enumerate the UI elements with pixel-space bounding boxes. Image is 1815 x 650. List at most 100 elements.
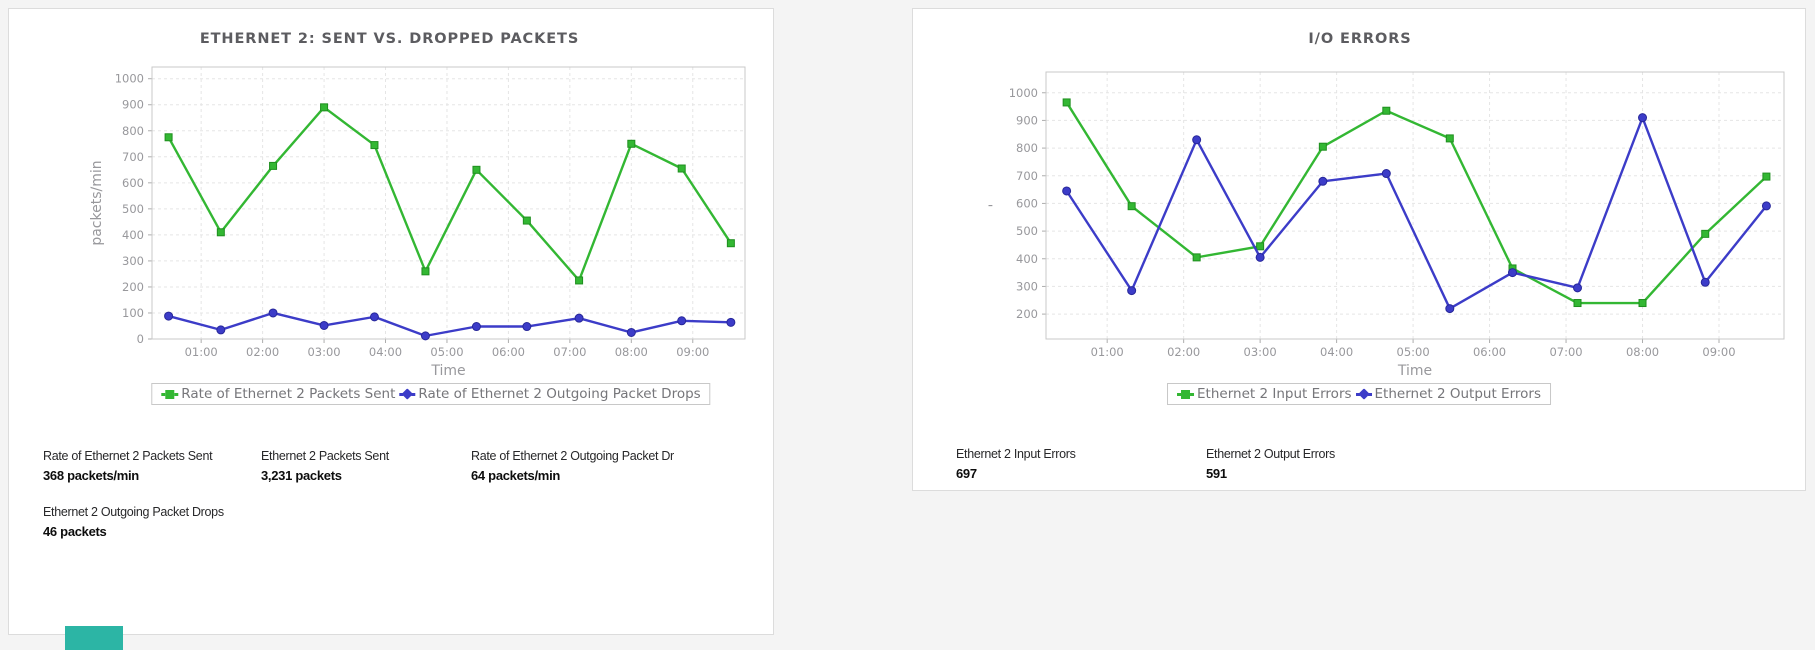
data-point-marker[interactable] (269, 161, 278, 170)
legend-label: Rate of Ethernet 2 Packets Sent (181, 386, 396, 402)
x-tick-label: 01:00 (185, 345, 218, 359)
data-point-marker[interactable] (1638, 113, 1648, 123)
y-tick-label: 700 (122, 150, 144, 164)
data-point-marker[interactable] (216, 325, 226, 335)
data-point-marker[interactable] (1318, 176, 1328, 186)
data-point-marker[interactable] (677, 164, 686, 173)
legend-item-output-errors[interactable]: Ethernet 2 Output Errors (1355, 386, 1541, 402)
data-point-marker[interactable] (1256, 242, 1265, 251)
data-point-marker[interactable] (1127, 202, 1136, 211)
stat-packets-sent: Ethernet 2 Packets Sent 3,231 packets (261, 447, 389, 487)
y-tick-label: 800 (122, 124, 144, 138)
data-point-marker[interactable] (1701, 229, 1710, 238)
legend-label: Ethernet 2 Output Errors (1374, 386, 1541, 402)
stat-value: 46 packets (43, 524, 107, 540)
x-tick-label: 06:00 (1473, 345, 1506, 359)
y-tick-label: 200 (1016, 307, 1038, 321)
data-point-marker[interactable] (370, 141, 379, 150)
series-line-1 (167, 311, 733, 338)
data-point-marker[interactable] (216, 228, 225, 237)
data-point-marker[interactable] (726, 239, 735, 248)
data-point-marker[interactable] (1382, 106, 1391, 115)
x-tick-label: 03:00 (1244, 345, 1277, 359)
data-point-marker[interactable] (575, 276, 584, 285)
legend-item-packets-sent[interactable]: Rate of Ethernet 2 Packets Sent (161, 386, 395, 402)
y-tick-label: 500 (1016, 224, 1038, 238)
data-point-marker[interactable] (369, 312, 379, 322)
chart-legend: Ethernet 2 Input Errors Ethernet 2 Outpu… (1167, 383, 1551, 405)
data-point-marker[interactable] (472, 165, 481, 174)
x-tick-label: 07:00 (1549, 345, 1582, 359)
chart-title: I/O ERRORS (1308, 31, 1412, 47)
x-tick-label: 02:00 (246, 345, 279, 359)
data-point-marker[interactable] (1318, 142, 1327, 151)
data-point-marker[interactable] (1761, 201, 1771, 211)
data-point-marker[interactable] (1062, 186, 1072, 196)
data-point-marker[interactable] (522, 322, 532, 332)
y-tick-label: 700 (1016, 169, 1038, 183)
x-tick-label: 09:00 (676, 345, 709, 359)
data-point-marker[interactable] (421, 267, 430, 276)
y-tick-label: 600 (1016, 196, 1038, 210)
data-point-marker[interactable] (1573, 283, 1583, 293)
data-point-marker[interactable] (1573, 299, 1582, 308)
data-point-marker[interactable] (574, 313, 584, 323)
data-point-marker[interactable] (1381, 169, 1391, 179)
data-point-marker[interactable] (1508, 268, 1518, 278)
data-point-marker[interactable] (1062, 98, 1071, 107)
data-point-marker[interactable] (164, 133, 173, 142)
stat-rate-packet-drops: Rate of Ethernet 2 Outgoing Packet Dr 64… (471, 447, 674, 487)
data-point-marker[interactable] (1192, 135, 1202, 145)
data-point-marker[interactable] (320, 103, 329, 112)
x-tick-label: 08:00 (615, 345, 648, 359)
y-tick-label: 600 (122, 176, 144, 190)
stat-value: 591 (1206, 466, 1227, 482)
legend-label: Rate of Ethernet 2 Outgoing Packet Drops (418, 386, 701, 402)
data-point-marker[interactable] (1127, 286, 1137, 296)
x-axis-title: Time (430, 363, 465, 379)
x-tick-label: 05:00 (430, 345, 463, 359)
data-point-marker[interactable] (1445, 304, 1455, 314)
stat-value: 368 packets/min (43, 468, 139, 484)
data-point-marker[interactable] (164, 311, 174, 321)
series-line-0 (1065, 101, 1768, 305)
data-point-marker[interactable] (268, 308, 278, 318)
x-tick-label: 03:00 (307, 345, 340, 359)
data-point-marker[interactable] (420, 331, 430, 341)
x-tick-label: 04:00 (1320, 345, 1353, 359)
stat-label: Ethernet 2 Input Errors (956, 447, 1076, 461)
data-point-marker[interactable] (522, 216, 531, 225)
stat-label: Rate of Ethernet 2 Packets Sent (43, 449, 213, 463)
data-point-marker[interactable] (319, 320, 329, 330)
data-point-marker[interactable] (626, 327, 636, 337)
stat-value: 3,231 packets (261, 468, 342, 484)
y-tick-label: 300 (122, 254, 144, 268)
y-tick-label: 300 (1016, 279, 1038, 293)
y-tick-label: 900 (122, 98, 144, 112)
y-tick-label: 1000 (115, 72, 144, 86)
partial-ui-fragment (65, 626, 123, 650)
stat-output-errors: Ethernet 2 Output Errors 591 (1206, 445, 1335, 485)
y-tick-label: 100 (122, 306, 144, 320)
ethernet-sent-dropped-chart[interactable]: 0 100 200 300 400 500 600 700 800 900 1000 01:00 02:… (17, 47, 762, 381)
stat-label: Ethernet 2 Output Errors (1206, 447, 1335, 461)
legend-item-input-errors[interactable]: Ethernet 2 Input Errors (1177, 386, 1352, 402)
data-point-marker[interactable] (1700, 277, 1710, 287)
square-marker-icon (1177, 389, 1195, 399)
x-tick-label: 02:00 (1167, 345, 1200, 359)
stat-packet-drops: Ethernet 2 Outgoing Packet Drops 46 pack… (43, 503, 224, 543)
data-point-marker[interactable] (471, 322, 481, 332)
data-point-marker[interactable] (1638, 299, 1647, 308)
data-point-marker[interactable] (1762, 172, 1771, 181)
stat-input-errors: Ethernet 2 Input Errors 697 (956, 445, 1076, 485)
data-point-marker[interactable] (627, 139, 636, 148)
data-point-marker[interactable] (1445, 134, 1454, 143)
data-point-marker[interactable] (726, 317, 736, 327)
stat-value: 697 (956, 466, 977, 482)
legend-item-packet-drops[interactable]: Rate of Ethernet 2 Outgoing Packet Drops (399, 386, 701, 402)
io-errors-chart[interactable]: 200 300 400 500 600 700 800 900 1000 01:00 02:00 03… (921, 47, 1799, 381)
y-tick-label: 800 (1016, 141, 1038, 155)
data-point-marker[interactable] (677, 316, 687, 326)
data-point-marker[interactable] (1255, 252, 1265, 262)
data-point-marker[interactable] (1192, 253, 1201, 262)
